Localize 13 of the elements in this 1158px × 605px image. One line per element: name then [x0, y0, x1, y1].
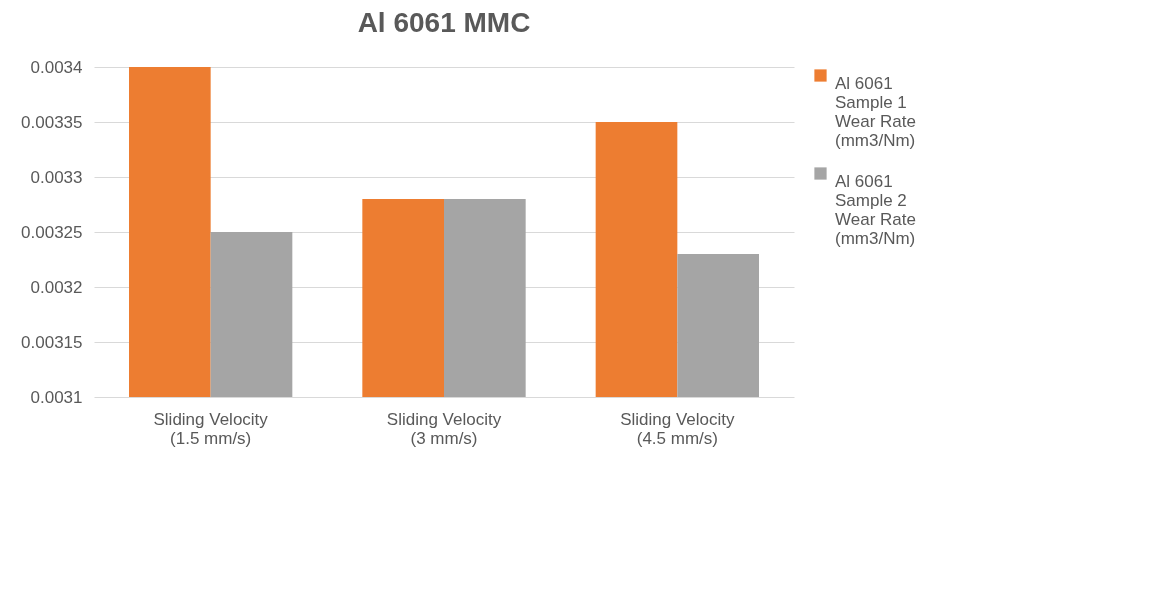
y-tick-label: 0.00315 [21, 332, 83, 352]
y-tick-label: 0.0034 [30, 57, 83, 77]
legend-label: Al 6061 Sample 1 Wear Rate (mm3/Nm) [835, 73, 916, 150]
y-tick-label: 0.0033 [30, 167, 83, 187]
legend-label: Al 6061 Sample 2 Wear Rate (mm3/Nm) [835, 171, 916, 248]
y-tick-label: 0.00335 [21, 112, 83, 132]
y-tick-label: 0.0031 [30, 387, 83, 407]
y-tick-label: 0.00325 [21, 222, 83, 242]
x-tick-label: Sliding Velocity (3 mm/s) [386, 409, 502, 448]
x-tick-label: Sliding Velocity (1.5 mm/s) [153, 409, 269, 448]
y-tick-label: 0.0032 [30, 277, 83, 297]
chart-title: Al 6061 MMC [357, 7, 531, 38]
x-tick-label: Sliding Velocity (4.5 mm/s) [620, 409, 735, 448]
